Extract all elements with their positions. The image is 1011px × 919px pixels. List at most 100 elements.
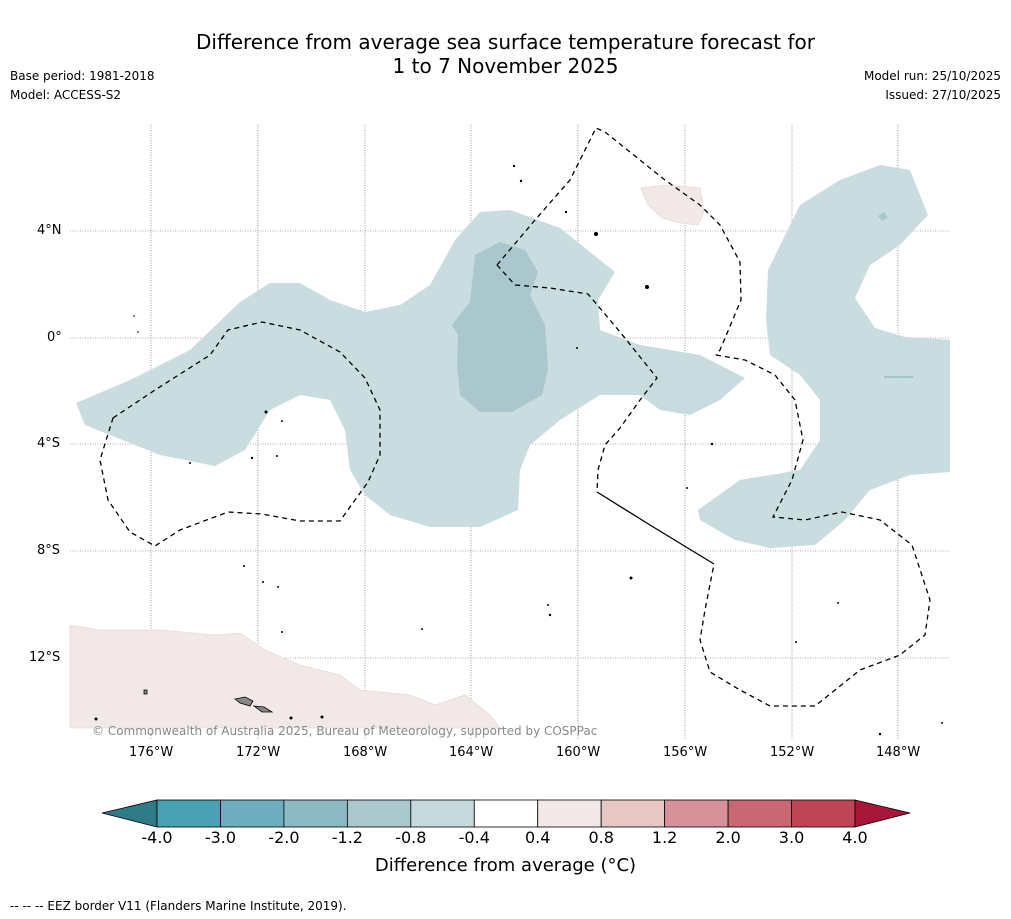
colorbar-bin	[600, 799, 666, 828]
colorbar-bin	[537, 799, 602, 828]
colorbar-tick-label: 4.0	[842, 828, 868, 847]
colorbar	[101, 799, 911, 828]
atoll-marker	[795, 641, 797, 643]
atoll-marker	[320, 715, 324, 719]
eez-border-kiribati-south	[496, 264, 658, 493]
atoll-marker	[564, 210, 568, 214]
atoll-marker	[645, 285, 649, 289]
atoll-marker	[137, 331, 139, 333]
chart-title: Difference from average sea surface temp…	[0, 30, 1011, 78]
atoll-marker	[277, 586, 279, 588]
colorbar-bin	[791, 799, 856, 828]
atoll-marker	[281, 631, 283, 633]
atoll-marker	[548, 613, 552, 617]
anomaly-region-central-cool	[76, 210, 745, 527]
atoll-marker	[710, 442, 714, 446]
lon-label-168w: 168°W	[343, 745, 388, 760]
colorbar-tick-label: 3.0	[778, 828, 805, 847]
colorbar-bins	[156, 799, 856, 828]
atoll-marker	[264, 410, 268, 414]
eez-border-kiribati-north	[496, 127, 742, 356]
atoll-marker	[629, 576, 633, 580]
atoll-marker	[594, 232, 598, 236]
island-savaii	[234, 696, 254, 707]
colorbar-tick-label: -3.0	[204, 828, 237, 847]
lon-label-156w: 156°W	[663, 745, 708, 760]
colorbar-tick-label: 1.2	[651, 828, 678, 847]
model-name: Model: ACCESS-S2	[10, 88, 122, 102]
colorbar-tick-label: -1.2	[331, 828, 363, 847]
anomaly-region-north-warm	[640, 184, 705, 226]
lon-label-176w: 176°W	[129, 745, 174, 760]
colorbar-bin	[283, 799, 348, 828]
lon-label-172w: 172°W	[236, 745, 281, 760]
atoll-marker	[547, 604, 549, 606]
lon-label-148w: 148°W	[876, 745, 921, 760]
base-period: Base period: 1981-2018	[10, 69, 155, 83]
lat-label-12s: 12°S	[29, 650, 61, 665]
anomaly-warm-regions	[69, 184, 705, 729]
colorbar-tick-label: 2.0	[715, 828, 741, 847]
atoll-marker	[281, 420, 283, 422]
lon-label-164w: 164°W	[449, 745, 494, 760]
colorbar-bin	[220, 799, 285, 828]
model-run: Model run: 25/10/2025	[863, 69, 1001, 83]
lat-label-4n: 4°N	[37, 223, 62, 238]
anomaly-region-central-core	[452, 242, 548, 412]
atolls	[94, 164, 943, 736]
colorbar-tick-label: 0.4	[524, 828, 551, 847]
atoll-marker	[276, 455, 278, 457]
title-line-2: 1 to 7 November 2025	[392, 54, 619, 78]
eez-border-french-polynesia	[699, 354, 931, 707]
atoll-marker	[133, 315, 135, 317]
anomaly-region-east-cool	[698, 165, 950, 548]
atoll-marker	[189, 462, 191, 464]
lon-label-160w: 160°W	[556, 745, 601, 760]
atoll-marker	[519, 179, 523, 183]
meta-right: Model run: 25/10/2025 Issued: 27/10/2025	[864, 67, 1001, 105]
atoll-marker	[576, 347, 578, 349]
lon-label-152w: 152°W	[770, 745, 815, 760]
atoll-marker	[837, 602, 839, 604]
colorbar-tick-label: -4.0	[141, 828, 173, 847]
atoll-marker	[289, 716, 293, 720]
colorbar-bin	[473, 799, 539, 828]
colorbar-bin	[664, 799, 729, 828]
eez-borders	[99, 127, 931, 707]
atoll-marker	[512, 164, 516, 168]
atoll-marker	[686, 487, 688, 489]
issued-date: Issued: 27/10/2025	[885, 88, 1001, 102]
colorbar-bin	[727, 799, 792, 828]
colorbar-bin	[156, 799, 221, 828]
atoll-marker	[243, 565, 245, 567]
anomaly-region-small-core	[878, 212, 888, 221]
copyright-notice: © Commonwealth of Australia 2025, Bureau…	[92, 724, 598, 738]
colorbar-label: Difference from average (°C)	[374, 855, 637, 876]
lat-label-0: 0°	[47, 330, 62, 345]
colorbar-tick-label: -2.0	[268, 828, 300, 847]
colorbar-bin	[346, 799, 412, 828]
eez-border-solid	[596, 491, 715, 565]
anomaly-region-south-warm	[69, 624, 501, 729]
atoll-marker	[878, 732, 882, 736]
islands	[143, 689, 274, 713]
lat-label-8s: 8°S	[37, 543, 61, 558]
colorbar-extend-high	[854, 799, 911, 828]
island-upolu	[252, 705, 274, 713]
island-small-1	[143, 689, 148, 695]
lat-label-4s: 4°S	[37, 436, 61, 451]
meta-left: Base period: 1981-2018 Model: ACCESS-S2	[10, 67, 155, 105]
atoll-marker	[421, 628, 423, 630]
colorbar-tick-label: -0.4	[458, 828, 490, 847]
anomaly-cool-regions	[76, 165, 950, 548]
colorbar-tick-label: -0.8	[395, 828, 427, 847]
colorbar-extend-low	[101, 799, 158, 828]
colorbar-bin	[410, 799, 475, 828]
atoll-marker	[94, 717, 98, 721]
atoll-marker	[941, 722, 943, 724]
atoll-marker	[250, 456, 254, 460]
atoll-marker	[262, 581, 264, 583]
eez-footnote: -- -- -- EEZ border V11 (Flanders Marine…	[10, 899, 347, 913]
colorbar-tick-label: 0.8	[588, 828, 614, 847]
